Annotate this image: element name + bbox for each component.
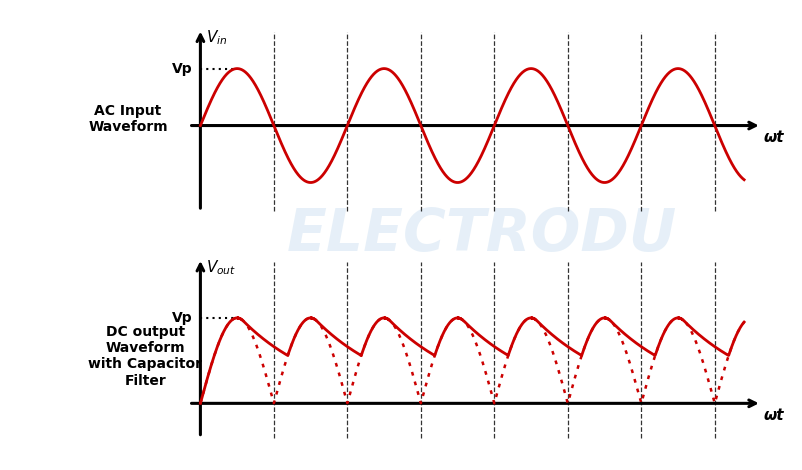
Text: DC output
Waveform
with Capacitor
Filter: DC output Waveform with Capacitor Filter: [88, 325, 202, 388]
Text: ELECTRODU: ELECTRODU: [286, 206, 676, 264]
Text: ωt: ωt: [763, 407, 783, 423]
Text: $V_{in}$: $V_{in}$: [205, 29, 227, 47]
Text: Vp: Vp: [172, 311, 192, 325]
Text: AC Input
Waveform: AC Input Waveform: [88, 103, 168, 134]
Text: $V_{out}$: $V_{out}$: [205, 258, 236, 277]
Text: Vp: Vp: [172, 62, 192, 76]
Text: ωt: ωt: [763, 130, 783, 145]
